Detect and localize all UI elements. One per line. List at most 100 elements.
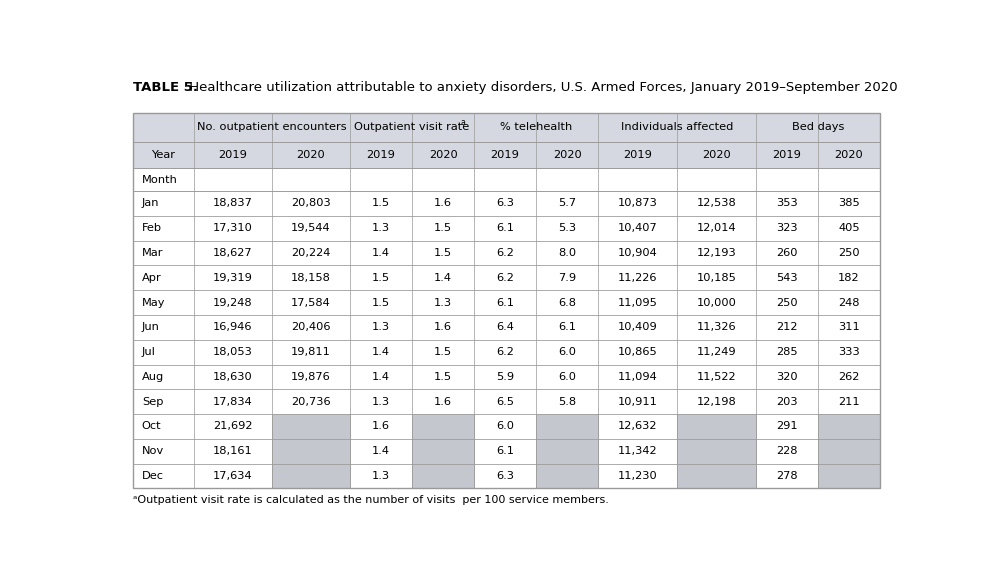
Text: a: a — [460, 118, 465, 127]
Text: 1.3: 1.3 — [372, 223, 390, 233]
Bar — [132, 364, 880, 389]
Text: 405: 405 — [838, 223, 860, 233]
Text: 10,904: 10,904 — [618, 248, 657, 258]
Text: 19,811: 19,811 — [291, 347, 331, 357]
Text: 278: 278 — [777, 471, 798, 481]
Text: 1.4: 1.4 — [372, 446, 390, 457]
Text: Oct: Oct — [142, 421, 161, 432]
Text: 17,834: 17,834 — [213, 397, 253, 407]
Text: 10,407: 10,407 — [618, 223, 657, 233]
Text: 262: 262 — [839, 372, 860, 382]
Bar — [536, 464, 598, 489]
Text: 19,876: 19,876 — [291, 372, 331, 382]
Bar — [132, 216, 880, 241]
Text: 12,632: 12,632 — [618, 421, 657, 432]
Text: 260: 260 — [777, 248, 797, 258]
Text: 17,584: 17,584 — [291, 298, 331, 307]
Text: 19,544: 19,544 — [291, 223, 331, 233]
Text: 1.4: 1.4 — [372, 372, 390, 382]
Text: 2019: 2019 — [491, 150, 520, 160]
Text: Apr: Apr — [142, 273, 162, 282]
Text: 211: 211 — [838, 397, 860, 407]
Text: 10,865: 10,865 — [618, 347, 657, 357]
Text: 320: 320 — [777, 372, 798, 382]
Text: Individuals affected: Individuals affected — [620, 123, 733, 132]
Text: 10,185: 10,185 — [697, 273, 736, 282]
Text: Nov: Nov — [142, 446, 164, 457]
Text: 1.3: 1.3 — [434, 298, 453, 307]
Text: 543: 543 — [777, 273, 798, 282]
Text: 18,837: 18,837 — [213, 198, 253, 208]
Text: 1.5: 1.5 — [372, 298, 390, 307]
Text: 2020: 2020 — [702, 150, 731, 160]
Text: Sep: Sep — [142, 397, 163, 407]
Text: 1.6: 1.6 — [434, 397, 453, 407]
Text: 1.5: 1.5 — [372, 198, 390, 208]
Text: Jan: Jan — [142, 198, 159, 208]
Text: 11,226: 11,226 — [618, 273, 657, 282]
Text: 291: 291 — [777, 421, 798, 432]
Text: 12,538: 12,538 — [697, 198, 736, 208]
Text: 2020: 2020 — [296, 150, 325, 160]
Text: 17,310: 17,310 — [213, 223, 253, 233]
Bar — [132, 241, 880, 266]
Text: 203: 203 — [777, 397, 798, 407]
Text: 2019: 2019 — [218, 150, 247, 160]
Bar — [272, 464, 350, 489]
Bar — [412, 464, 474, 489]
Text: 20,406: 20,406 — [291, 322, 331, 332]
Text: Aug: Aug — [142, 372, 164, 382]
Text: 5.7: 5.7 — [558, 198, 576, 208]
Text: 20,224: 20,224 — [291, 248, 331, 258]
Text: 6.2: 6.2 — [496, 347, 514, 357]
Text: 10,409: 10,409 — [618, 322, 657, 332]
Bar — [132, 266, 880, 290]
Text: 5.9: 5.9 — [496, 372, 514, 382]
Text: 6.1: 6.1 — [496, 298, 514, 307]
Text: 18,161: 18,161 — [213, 446, 253, 457]
Text: 2020: 2020 — [552, 150, 582, 160]
Text: 18,627: 18,627 — [213, 248, 253, 258]
Text: 6.0: 6.0 — [496, 421, 514, 432]
Text: 10,873: 10,873 — [618, 198, 657, 208]
Text: 353: 353 — [777, 198, 798, 208]
Text: Dec: Dec — [142, 471, 164, 481]
Text: 1.3: 1.3 — [372, 322, 390, 332]
Text: 6.2: 6.2 — [496, 248, 514, 258]
Text: 20,736: 20,736 — [291, 397, 331, 407]
Text: 1.5: 1.5 — [434, 223, 453, 233]
Text: 250: 250 — [838, 248, 860, 258]
Bar — [412, 414, 474, 439]
Text: Mar: Mar — [142, 248, 163, 258]
Bar — [818, 414, 880, 439]
Text: 19,248: 19,248 — [213, 298, 253, 307]
Bar — [132, 340, 880, 364]
Text: 18,630: 18,630 — [213, 372, 253, 382]
Text: 11,342: 11,342 — [618, 446, 657, 457]
Bar — [536, 439, 598, 464]
Text: 5.8: 5.8 — [558, 397, 576, 407]
Bar — [132, 464, 880, 489]
Text: 2020: 2020 — [835, 150, 864, 160]
Text: 11,522: 11,522 — [697, 372, 736, 382]
Text: 1.5: 1.5 — [372, 273, 390, 282]
Text: 1.5: 1.5 — [434, 248, 453, 258]
Text: Outpatient visit rate: Outpatient visit rate — [355, 123, 469, 132]
Text: 6.1: 6.1 — [496, 446, 514, 457]
Text: 20,803: 20,803 — [291, 198, 331, 208]
Text: Jun: Jun — [142, 322, 160, 332]
Bar — [132, 112, 880, 142]
Bar — [818, 464, 880, 489]
Bar — [412, 439, 474, 464]
Text: 12,198: 12,198 — [697, 397, 736, 407]
Text: 19,319: 19,319 — [213, 273, 253, 282]
Bar — [132, 142, 880, 168]
Bar — [272, 439, 350, 464]
Text: 248: 248 — [838, 298, 860, 307]
Bar — [132, 439, 880, 464]
Text: 10,911: 10,911 — [618, 397, 657, 407]
Text: 311: 311 — [838, 322, 860, 332]
Bar — [132, 315, 880, 340]
Text: Month: Month — [142, 175, 178, 185]
Text: 1.5: 1.5 — [434, 372, 453, 382]
